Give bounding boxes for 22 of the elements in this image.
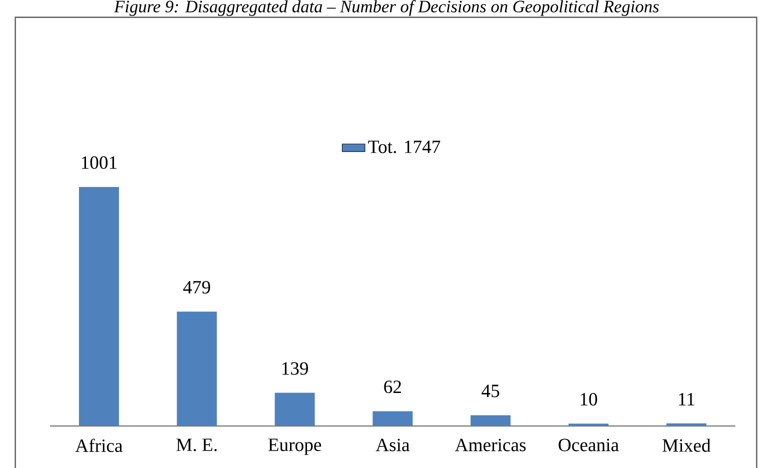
x-tick-label: Africa [75,438,123,452]
data-label: 10 [580,392,598,406]
data-label: 479 [183,281,210,294]
x-tick-label: Europe [268,438,322,455]
bar [666,423,706,426]
x-tick-label: Asia [376,438,410,452]
data-label: 45 [482,384,500,398]
bar [274,392,315,426]
bar [470,415,511,426]
data-label: 11 [679,392,694,406]
x-tick-label: M. E. [176,438,217,452]
x-tick-label: Oceania [558,438,619,452]
x-tick-label: Mixed [662,438,711,452]
data-label: 1001 [82,156,117,169]
legend-label: Tot. 1747 [368,140,440,154]
data-label: 139 [282,362,308,375]
bar [78,186,119,426]
chart-title: Figure 9: Disaggregated data – Number of Decisions on Geopolitical Regions [114,0,659,16]
data-label: 62 [384,380,401,394]
x-tick-label: Americas [455,438,526,452]
bar [372,411,413,426]
bar [176,312,217,426]
